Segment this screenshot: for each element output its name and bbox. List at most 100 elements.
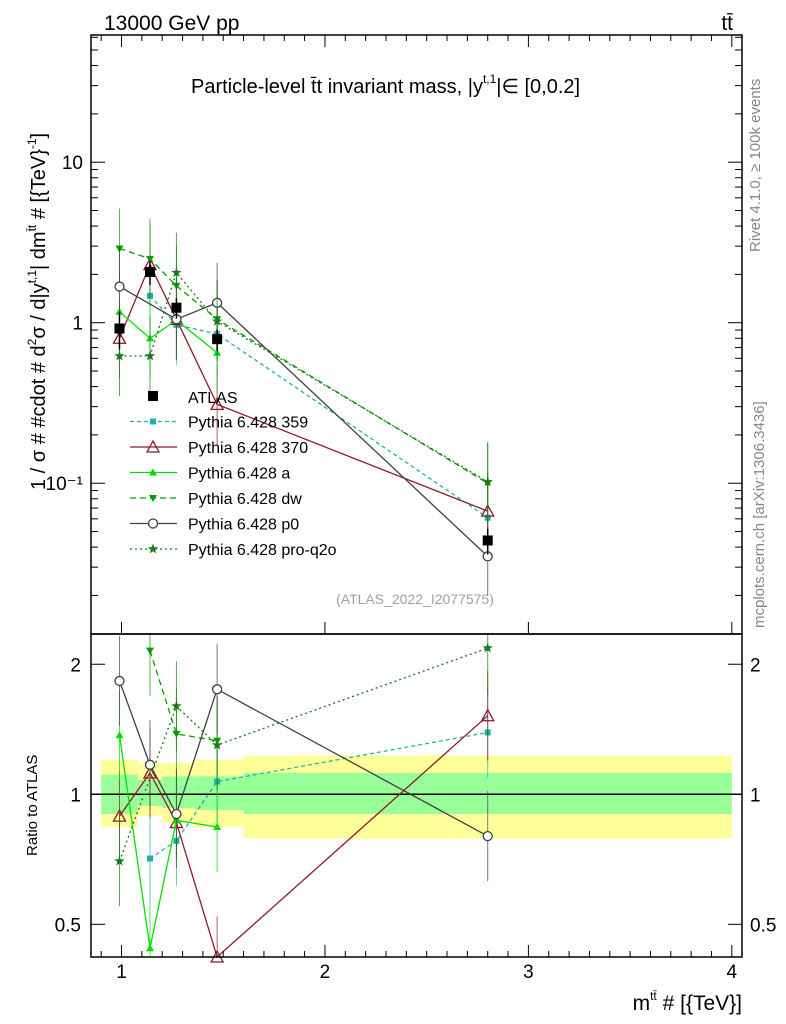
main-point-series-5-2: [171, 267, 182, 278]
legend-marker-2: [149, 468, 157, 476]
data-point-2: [171, 302, 182, 313]
legend-entry-2: Pythia 6.428 a: [130, 466, 290, 483]
x-tick-label-2: 3: [523, 962, 534, 983]
chart-title-sup: t,1: [483, 72, 497, 86]
ratio-point-series-4-0: [114, 675, 125, 687]
ratio-line-series-3: [149, 650, 218, 742]
main-line-series-5: [119, 271, 489, 483]
legend-entry-atlas: ATLAS: [148, 390, 238, 407]
ratio-line-series-2: [118, 735, 218, 949]
ratio-point-series-4-1: [144, 759, 156, 770]
ylabel-part-0: 1 / σ # #cdot # d: [28, 345, 50, 490]
ratio-line-series-0: [149, 731, 488, 860]
ylabel-part-8: ]: [28, 133, 50, 139]
x-tick-label-1: 2: [320, 962, 331, 983]
legend-label-3: Pythia 6.428 dw: [188, 491, 302, 508]
ratio-point-series-5-1: [171, 700, 182, 711]
legend-entry-5: Pythia 6.428 pro-q2o: [130, 542, 337, 559]
legend-marker-0: [150, 418, 156, 425]
ratio-point-series-4-3: [211, 684, 223, 695]
legend-marker-5: [147, 543, 159, 554]
x-axis-label: mtt̄ # [{TeV}]: [633, 989, 742, 1015]
ticks-layer: 1 2 3 4 10 1 10⁻¹ 2 2 1 1 0.5 0.5: [46, 35, 776, 983]
main-point-series-5-1: [144, 350, 156, 361]
ratio-band-inner-2: [162, 776, 195, 808]
rivet-label: Rivet 4.1.0, ≥ 100k events: [747, 79, 764, 252]
legend-label-atlas: ATLAS: [188, 390, 238, 407]
main-line-series-4: [119, 285, 489, 557]
legend-label-5: Pythia 6.428 pro-q2o: [188, 542, 337, 559]
y-tick-label-ratio-0: 2: [70, 655, 81, 676]
legend-entry-1: Pythia 6.428 370: [130, 439, 308, 457]
legend-entry-3: Pythia 6.428 dw: [130, 491, 302, 508]
chart-title-main: Particle-level t̄t invariant mass, |y: [191, 76, 483, 98]
ylabel-part-6: # [{TeV}: [28, 149, 50, 225]
data-point-4: [482, 535, 493, 546]
main-line-series-3: [119, 247, 489, 484]
main-point-series-3-1: [145, 255, 154, 263]
ratio-point-series-5-3: [482, 642, 493, 653]
y-tick-label-main-2: 10⁻¹: [46, 474, 84, 495]
data-point-0: [114, 323, 125, 334]
ratio-point-series-5-2: [211, 739, 223, 750]
chart-title: Particle-level t̄t invariant mass, |yt,1…: [191, 72, 580, 98]
series-layer: [112, 208, 495, 963]
y-axis-label-ratio: Ratio to ATLAS: [24, 755, 41, 856]
ratio-point-series-4-4: [482, 830, 493, 842]
ratio-point-series-2-3: [213, 822, 222, 830]
ylabel-part-4: | dm: [28, 231, 50, 270]
legend-marker-atlas: [148, 391, 158, 401]
legend-label-2: Pythia 6.428 a: [188, 466, 290, 483]
ylabel-part-7: -1: [25, 138, 39, 149]
y-tick-label-ratio-right-2: 0.5: [750, 915, 776, 936]
header-left: 13000 GeV pp: [104, 12, 239, 35]
ratio-point-series-3-0: [145, 647, 154, 655]
legend-entry-0: Pythia 6.428 359: [130, 415, 308, 432]
legend-marker-4: [147, 518, 159, 529]
y-tick-label-ratio-1: 1: [70, 785, 81, 806]
legend-marker-1: [145, 439, 161, 453]
data-point-3: [212, 334, 223, 345]
analysis-tag: (ATLAS_2022_I2077575): [336, 591, 494, 607]
x-tick-label-3: 4: [727, 962, 738, 983]
legend-label-4: Pythia 6.428 p0: [188, 517, 299, 534]
y-tick-label-ratio-right-0: 2: [750, 655, 761, 676]
ratio-point-series-1-4: [480, 708, 495, 722]
main-point-series-4-0: [114, 281, 125, 292]
y-tick-label-ratio-right-1: 1: [750, 785, 761, 806]
main-point-series-5-3: [211, 315, 223, 326]
data-point-1: [144, 266, 155, 277]
ratio-frame: [90, 633, 743, 958]
ylabel-part-3: t,1: [25, 270, 39, 284]
header-right: tt̄: [721, 12, 733, 35]
mcplots-label: mcplots.cern.ch [arXiv:1306.3436]: [751, 401, 768, 628]
legend-label-1: Pythia 6.428 370: [188, 440, 308, 457]
legend-entry-4: Pythia 6.428 p0: [130, 517, 299, 534]
ratio-point-series-4-2: [171, 808, 182, 820]
ratio-line-series-5: [118, 647, 488, 862]
legend-marker-3: [149, 495, 157, 502]
main-point-series-5-0: [114, 350, 125, 361]
y-axis-label-main: 1 / σ # #cdot # d2σ / d|yt,1| dmt̄t # [{…: [25, 133, 50, 490]
main-point-series-1-3: [210, 396, 225, 411]
xlabel-main: m: [633, 992, 651, 1015]
x-tick-label-0: 1: [116, 962, 127, 983]
ylabel-part-1: 2: [25, 338, 39, 345]
ylabel-part-2: σ / d|y: [28, 283, 50, 338]
ratio-point-series-2-1: [145, 944, 154, 952]
legend: ATLAS Pythia 6.428 359 Pythia 6.428 370 Pyt…: [130, 390, 337, 559]
ylabel-part-5: t̄t: [25, 224, 39, 232]
chart-title-suffix: |∈ [0,0.2]: [496, 76, 580, 98]
y-tick-label-ratio-2: 0.5: [55, 915, 81, 936]
main-line-series-1: [118, 263, 488, 512]
ratio-point-series-2-0: [115, 731, 124, 739]
legend-label-0: Pythia 6.428 359: [188, 415, 308, 432]
y-tick-label-main-1: 1: [72, 314, 83, 335]
frames-layer: [90, 34, 743, 958]
xlabel-sup: tt̄: [650, 989, 657, 1003]
xlabel-suffix: # [{TeV}]: [657, 992, 742, 1015]
ratio-point-series-0-0: [146, 855, 153, 862]
ratio-point-series-5-0: [114, 855, 125, 866]
y-tick-label-main-0: 10: [62, 153, 83, 174]
